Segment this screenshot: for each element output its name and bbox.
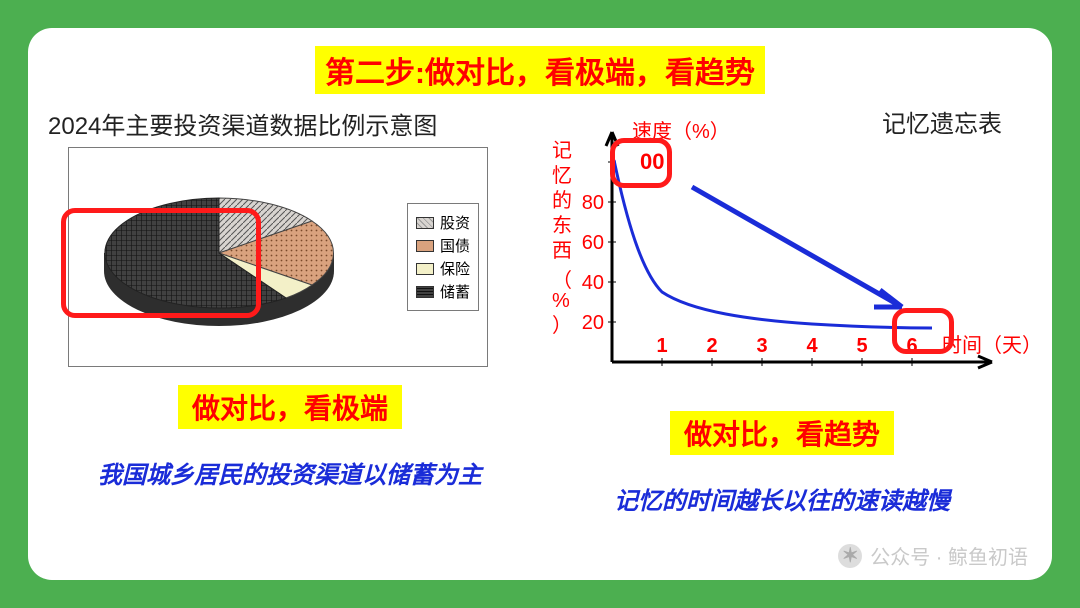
pie-chart-container: 股资 国债 保险 储蓄 (68, 147, 488, 367)
svg-text:）: ） (552, 314, 572, 337)
svg-text:80: 80 (582, 192, 604, 214)
legend-label: 国债 (440, 235, 470, 256)
legend-label: 保险 (440, 258, 470, 279)
left-sub-banner: 做对比，看极端 (178, 385, 402, 429)
forgetting-chart-area: 记忆遗忘表 20 40 60 (532, 102, 1032, 407)
right-sub-banner: 做对比，看趋势 (670, 411, 894, 455)
watermark-text: 公众号 · 鲸鱼初语 (870, 541, 1028, 570)
legend-label: 股资 (440, 212, 470, 233)
forgetting-curve-svg: 20 40 60 80 1 2 3 4 5 (532, 102, 1032, 402)
svg-text:6: 6 (906, 335, 917, 357)
svg-text:%: % (552, 290, 570, 312)
legend-item: 储蓄 (416, 281, 470, 302)
watermark: ✶ 公众号 · 鲸鱼初语 (838, 541, 1028, 570)
svg-text:2: 2 (706, 335, 717, 357)
right-column: 记忆遗忘表 20 40 60 (532, 102, 1032, 516)
svg-text:60: 60 (582, 232, 604, 254)
svg-text:20: 20 (582, 312, 604, 334)
svg-text:40: 40 (582, 272, 604, 294)
pie-chart-title: 2024年主要投资渠道数据比例示意图 (48, 106, 532, 141)
right-conclusion: 记忆的时间越长以往的速读越慢 (532, 481, 1032, 516)
left-conclusion: 我国城乡居民的投资渠道以储蓄为主 (48, 455, 532, 490)
svg-text:5: 5 (856, 335, 867, 357)
main-title-banner: 第二步:做对比，看极端，看趋势 (315, 46, 765, 94)
forgetting-chart-title: 记忆遗忘表 (882, 104, 1002, 139)
y-100-label: 00 (640, 149, 664, 174)
svg-text:（: （ (552, 269, 572, 292)
wechat-icon: ✶ (838, 544, 862, 568)
left-column: 2024年主要投资渠道数据比例示意图 (48, 102, 532, 516)
svg-text:忆: 忆 (552, 164, 572, 187)
svg-text:东: 东 (552, 214, 572, 237)
legend-item: 国债 (416, 235, 470, 256)
x-axis-label: 时间（天） (942, 334, 1032, 357)
y-axis-top-label: 速度（%） (632, 120, 730, 143)
legend-label: 储蓄 (440, 281, 470, 302)
svg-text:西: 西 (552, 240, 572, 262)
svg-text:的: 的 (552, 189, 572, 212)
pie-legend: 股资 国债 保险 储蓄 (407, 203, 479, 311)
svg-text:3: 3 (756, 335, 767, 357)
legend-item: 股资 (416, 212, 470, 233)
legend-item: 保险 (416, 258, 470, 279)
svg-text:1: 1 (656, 335, 667, 357)
pie-chart-svg (69, 148, 369, 368)
content-card: 第二步:做对比，看极端，看趋势 2024年主要投资渠道数据比例示意图 (28, 28, 1052, 580)
svg-text:4: 4 (806, 335, 818, 357)
svg-text:记: 记 (552, 139, 572, 162)
two-column-layout: 2024年主要投资渠道数据比例示意图 (48, 102, 1032, 516)
